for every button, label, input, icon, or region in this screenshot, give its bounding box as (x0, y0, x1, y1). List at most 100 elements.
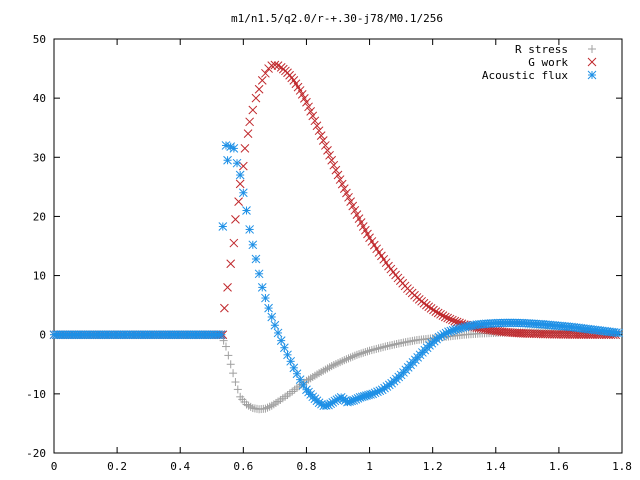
x-tick-label: 0.8 (297, 460, 317, 473)
data-point (335, 175, 345, 184)
data-point (267, 312, 277, 322)
data-point (265, 402, 274, 411)
data-point (229, 144, 239, 153)
x-tick-label: 0.2 (107, 460, 127, 473)
data-point (363, 347, 372, 356)
data-point (257, 283, 267, 292)
data-point (431, 307, 441, 317)
data-point (354, 214, 364, 223)
data-point (229, 369, 238, 378)
data-point (220, 303, 229, 313)
data-point (339, 184, 349, 193)
data-point (221, 342, 230, 351)
data-point (541, 329, 550, 339)
x-tick-label: 1.4 (486, 460, 506, 473)
series-layer (49, 60, 624, 414)
data-point (295, 86, 305, 95)
data-point (238, 188, 248, 198)
data-point (518, 328, 528, 338)
data-point (242, 400, 251, 409)
data-point (245, 225, 254, 234)
data-point (261, 293, 270, 303)
x-tick-label: 1.8 (612, 460, 632, 473)
data-point (312, 121, 322, 131)
data-point (234, 197, 243, 206)
data-point (261, 68, 270, 78)
data-point (302, 376, 311, 385)
data-point (545, 329, 555, 339)
y-tick-label: -20 (26, 447, 46, 460)
data-point (226, 259, 236, 269)
data-point (552, 330, 561, 339)
data-point (574, 330, 584, 339)
data-point (232, 158, 242, 168)
data-point (306, 374, 315, 383)
data-point (264, 303, 273, 313)
data-point (224, 351, 233, 360)
data-point (233, 385, 242, 394)
y-tick-label: 30 (33, 151, 46, 164)
data-point (323, 146, 332, 155)
data-point (257, 76, 267, 85)
data-point (365, 233, 374, 243)
data-point (614, 328, 624, 338)
data-point (297, 90, 307, 99)
data-point (361, 348, 370, 357)
data-point (317, 367, 326, 376)
x-tick-label: 1.6 (549, 460, 569, 473)
data-point (216, 330, 226, 340)
data-point (348, 352, 357, 361)
data-point (314, 126, 324, 136)
data-point (369, 240, 379, 250)
data-point (312, 370, 321, 379)
data-point (561, 330, 571, 339)
data-point (325, 150, 334, 160)
data-point (436, 309, 445, 319)
data-point (337, 179, 347, 189)
data-point (310, 371, 319, 380)
x-tick-label: 0 (51, 460, 58, 473)
x-tick-label: 1.2 (423, 460, 443, 473)
data-point (438, 311, 448, 320)
y-tick-label: 10 (33, 270, 46, 283)
chart-title: m1/n1.5/q2.0/r-+.30-j78/M0.1/256 (231, 12, 443, 25)
data-point (422, 300, 431, 310)
data-point (271, 398, 280, 407)
data-point (520, 329, 530, 338)
data-point (538, 329, 548, 339)
data-point (565, 330, 575, 339)
y-tick-label: 0 (39, 329, 46, 342)
data-point (342, 188, 351, 198)
data-point (338, 357, 347, 366)
data-point (321, 141, 330, 150)
data-point (240, 144, 250, 153)
data-point (246, 402, 255, 411)
legend-label: G work (528, 56, 568, 69)
y-tick-label: 20 (33, 210, 46, 223)
data-point (308, 111, 318, 121)
data-point (223, 283, 232, 292)
data-point (248, 240, 258, 250)
data-point (450, 316, 460, 326)
data-point (327, 362, 336, 371)
legend-marker (587, 70, 597, 80)
data-point (302, 97, 311, 107)
data-point (299, 93, 309, 103)
data-point (352, 210, 362, 220)
data-point (350, 205, 360, 215)
data-point (429, 305, 438, 315)
data-point (331, 165, 341, 175)
data-point (426, 304, 436, 313)
series-acoustic-flux (49, 141, 624, 411)
data-point (344, 354, 353, 363)
data-point (315, 369, 324, 378)
data-point (310, 116, 320, 126)
data-point (372, 244, 382, 254)
data-point (424, 302, 434, 312)
data-point (352, 350, 361, 359)
data-point (333, 170, 343, 180)
data-point (329, 160, 339, 170)
data-point (308, 373, 317, 382)
